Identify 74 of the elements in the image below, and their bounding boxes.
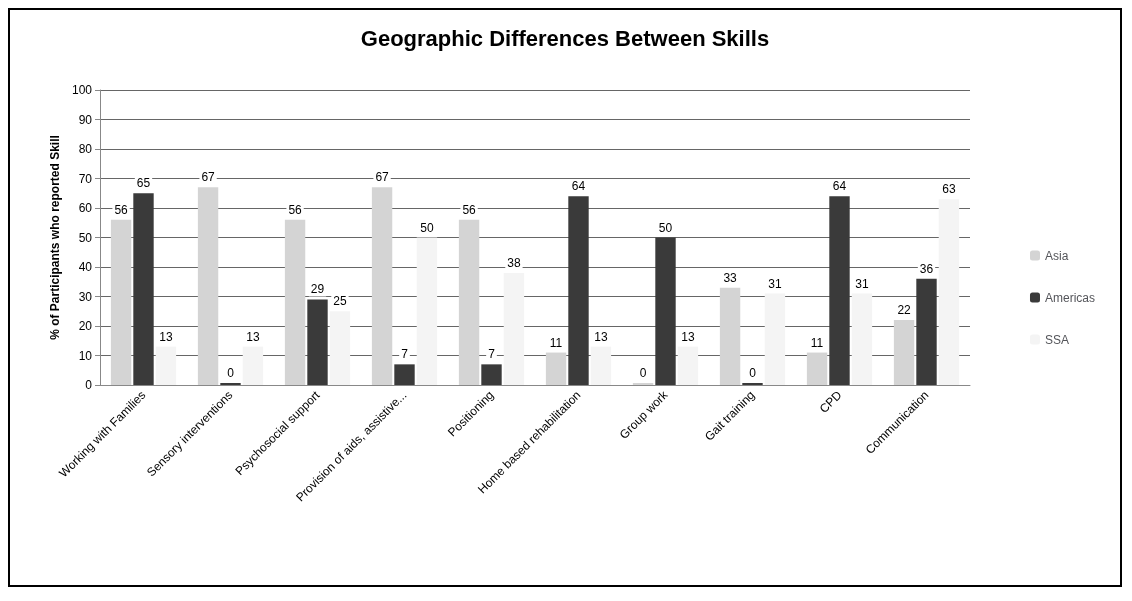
bar [242, 346, 264, 385]
bar [806, 352, 828, 385]
y-tick-label: 0 [85, 378, 93, 392]
legend-label: Americas [1044, 290, 1096, 305]
data-label: 7 [488, 347, 496, 362]
y-tick-label: 50 [78, 230, 93, 245]
data-label: 56 [114, 202, 129, 217]
y-tick-label: 80 [78, 142, 93, 156]
bar [197, 187, 219, 385]
bar [155, 346, 177, 385]
bar [590, 346, 612, 385]
y-tick-label: 20 [78, 319, 93, 333]
data-label: 63 [942, 182, 956, 197]
data-label: 0 [749, 366, 757, 380]
data-label: 7 [401, 347, 409, 362]
data-label: 0 [639, 366, 647, 380]
bar [938, 199, 960, 385]
bar [764, 293, 786, 385]
data-label: 13 [594, 329, 608, 344]
bar [394, 364, 415, 385]
data-label: 67 [201, 170, 216, 185]
bar [719, 287, 741, 385]
data-label: 64 [571, 179, 586, 194]
data-label: 13 [681, 329, 695, 344]
bar [133, 193, 154, 385]
data-label: 11 [810, 335, 824, 350]
data-label: 13 [246, 329, 260, 344]
y-tick-label: 70 [78, 171, 93, 186]
y-axis-title: % of Participants who reported Skill [48, 135, 63, 340]
bar [677, 346, 699, 385]
y-tick-label: 30 [78, 289, 93, 304]
bar [893, 320, 915, 385]
bar [416, 237, 438, 385]
data-label: 64 [832, 179, 847, 194]
data-label: 0 [227, 366, 235, 380]
data-label: 33 [723, 270, 738, 285]
x-tick-label: CPD [816, 387, 845, 416]
data-label: 38 [507, 255, 521, 270]
bar [481, 364, 502, 385]
data-label: 65 [136, 176, 151, 191]
data-label: 56 [462, 202, 477, 217]
bar [371, 187, 393, 385]
data-label: 31 [768, 276, 782, 291]
legend-label: Asia [1044, 248, 1069, 263]
data-label: 50 [420, 220, 434, 235]
y-tick-label: 100 [71, 83, 93, 97]
y-tick-label: 90 [78, 112, 93, 127]
legend-label: SSA [1044, 332, 1070, 347]
data-label: 36 [919, 261, 934, 276]
bar [655, 237, 676, 385]
data-label: 56 [288, 202, 303, 217]
data-label: 50 [658, 220, 673, 235]
data-label: 25 [333, 294, 347, 309]
bar [851, 293, 873, 385]
bar [545, 352, 567, 385]
bar [503, 272, 525, 385]
data-label: 31 [855, 276, 869, 291]
bar [458, 219, 480, 385]
data-label: 11 [549, 335, 563, 350]
y-tick-label: 60 [78, 201, 93, 215]
bar [110, 219, 132, 385]
bar [829, 196, 850, 385]
data-label: 13 [159, 329, 173, 344]
y-tick-label: 10 [78, 348, 93, 363]
chart-title: Geographic Differences Between Skills [360, 25, 770, 51]
data-label: 29 [310, 282, 325, 297]
data-label: 22 [897, 303, 912, 318]
y-tick-label: 40 [78, 260, 93, 274]
bar [568, 196, 589, 385]
bar [329, 311, 351, 385]
bar [916, 278, 937, 385]
data-label: 67 [375, 170, 390, 185]
bar [284, 219, 306, 385]
bar [307, 299, 328, 385]
